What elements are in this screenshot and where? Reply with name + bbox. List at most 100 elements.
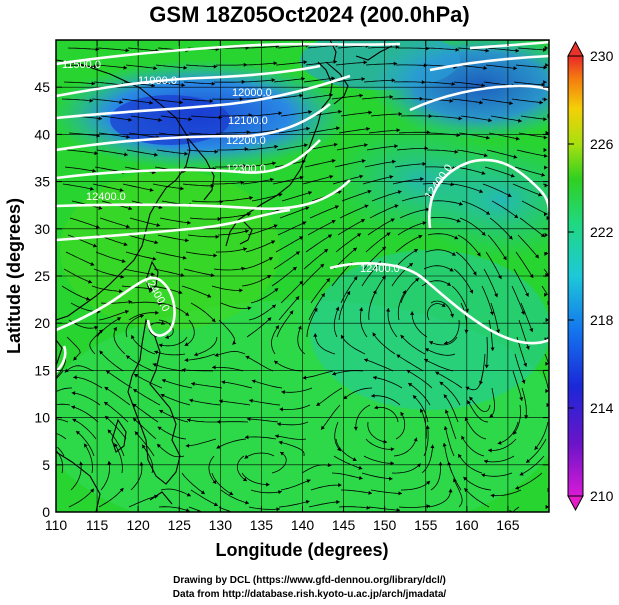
streamline-arrow (73, 356, 78, 361)
streamline-arrow (215, 234, 220, 239)
streamline (103, 401, 129, 423)
streamline-arrow (386, 308, 391, 312)
streamline-arrow (95, 47, 100, 52)
streamline-arrow (368, 490, 372, 495)
streamline (428, 488, 452, 508)
streamline (425, 348, 456, 356)
streamline-arrow (72, 418, 77, 423)
streamline (208, 455, 217, 485)
streamline (92, 183, 124, 192)
streamline (72, 418, 97, 440)
streamline-arrow (320, 263, 324, 268)
streamline (56, 433, 67, 440)
streamline-arrow (455, 47, 460, 52)
streamline-arrow (247, 417, 251, 422)
streamline (520, 115, 547, 120)
streamline-arrow (412, 395, 417, 400)
streamline (513, 268, 529, 297)
streamline-arrow (274, 360, 279, 365)
streamline-arrow (490, 347, 495, 351)
streamline (190, 302, 216, 323)
streamline-arrow (373, 375, 377, 380)
streamline (183, 81, 216, 85)
streamline-arrow (364, 358, 369, 363)
streamline (361, 261, 382, 287)
streamline-arrow (535, 254, 539, 259)
streamline-arrow (249, 398, 253, 403)
streamline-arrow (338, 483, 342, 488)
streamline-arrow (132, 403, 137, 408)
streamline (245, 62, 278, 66)
streamline (333, 78, 366, 83)
streamline (134, 431, 155, 457)
streamline-arrow (244, 454, 249, 459)
streamline (127, 234, 159, 244)
streamline (100, 301, 133, 304)
streamline-arrow (219, 399, 223, 404)
streamline (64, 365, 94, 373)
streamline (217, 230, 249, 236)
streamline (221, 114, 253, 117)
streamline (213, 267, 246, 271)
streamline (465, 370, 484, 391)
streamline (67, 234, 98, 248)
streamline-arrow (98, 205, 103, 210)
streamline (157, 426, 187, 440)
streamline (130, 301, 163, 305)
streamline-arrow (479, 189, 483, 194)
streamline-arrow (106, 370, 111, 375)
streamline (132, 417, 157, 440)
streamline-arrow (333, 142, 338, 147)
streamline-arrow (366, 126, 370, 131)
streamline (320, 404, 341, 431)
streamline-arrow (124, 152, 128, 157)
streamline-arrow (358, 465, 363, 470)
streamline (215, 165, 247, 168)
streamline-arrow (279, 407, 283, 412)
streamline-arrow (270, 177, 274, 182)
streamline (337, 45, 370, 49)
temperature-field: 11500.0 11900.0 12000.0 12100.0 12200.0 12300… (56, 40, 549, 512)
streamline (419, 408, 427, 440)
streamline-arrow (88, 279, 92, 284)
streamline (243, 79, 276, 83)
streamline-arrow (481, 83, 485, 88)
streamline (371, 190, 402, 202)
streamline (302, 370, 334, 379)
streamline (247, 45, 280, 49)
streamline-arrow (275, 434, 279, 439)
streamline-arrow (239, 288, 243, 293)
streamline-arrow (64, 368, 69, 373)
streamline (367, 421, 388, 443)
streamline (335, 233, 362, 253)
streamline-arrow (453, 478, 457, 483)
streamline-arrow (155, 310, 159, 315)
streamline-arrow (368, 110, 372, 115)
streamline (73, 376, 103, 389)
streamline-arrow (182, 255, 187, 260)
streamline (421, 444, 434, 474)
streamline (399, 208, 430, 219)
streamline (273, 251, 301, 270)
streamline-arrow (326, 278, 330, 283)
streamline-arrow (481, 231, 486, 236)
streamline (98, 310, 129, 321)
streamline-arrow (185, 443, 190, 448)
streamline-arrow (352, 247, 357, 252)
streamline-arrow (278, 440, 283, 445)
streamline (488, 438, 517, 451)
streamline (455, 251, 477, 276)
streamline (487, 47, 520, 52)
streamline (464, 417, 487, 440)
streamline-arrow (515, 48, 520, 53)
streamline-arrow (381, 275, 386, 280)
streamline (519, 217, 546, 238)
streamline-arrow (521, 379, 526, 384)
streamline (421, 280, 452, 287)
streamline-arrow (357, 233, 361, 237)
streamline-arrow (130, 335, 135, 339)
streamline (516, 149, 548, 157)
streamline (121, 98, 153, 104)
streamline (56, 387, 72, 392)
streamline-arrow (421, 80, 426, 85)
